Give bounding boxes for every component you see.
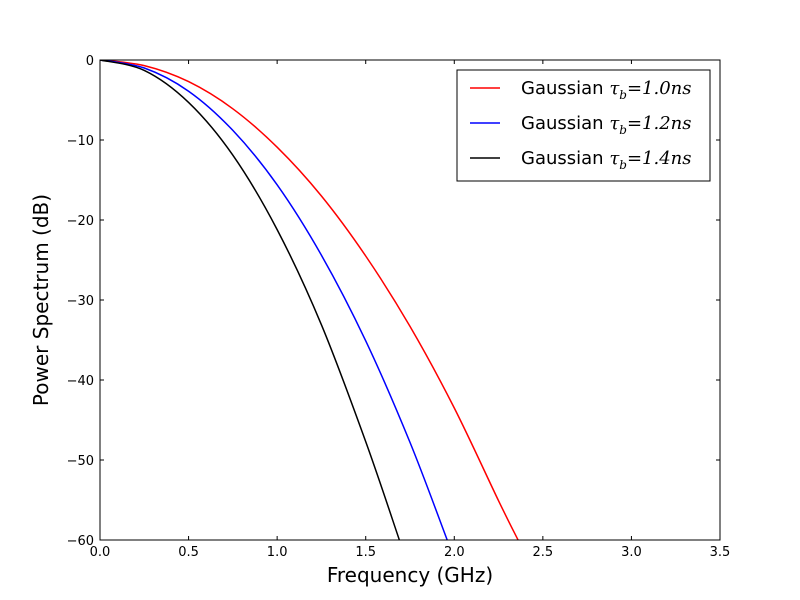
y-tick-label: 0 [86,54,94,69]
x-tick-label: 0.0 [90,545,111,560]
legend-label-2: Gaussian τb=1.2ns [521,113,692,137]
x-tick-label: 1.0 [267,545,288,560]
y-tick-label: −50 [67,454,94,469]
y-tick-label: −20 [67,214,94,229]
y-tick-label: −30 [67,294,94,309]
x-tick-label: 0.5 [178,545,199,560]
x-tick-label: 2.0 [444,545,465,560]
x-tick-label: 2.5 [533,545,554,560]
y-tick-label: −10 [67,134,94,149]
x-axis-label: Frequency (GHz) [327,563,493,587]
x-tick-label: 3.5 [710,545,731,560]
x-tick-label: 1.5 [355,545,376,560]
axis-ticks [99,59,721,541]
y-tick-label: −40 [67,374,94,389]
series-line-1 [100,60,519,540]
legend-label-3: Gaussian τb=1.4ns [521,148,692,172]
y-tick-label: −60 [67,534,94,549]
x-tick-label: 3.0 [621,545,642,560]
legend-label-1: Gaussian τb=1.0ns [521,78,692,102]
series-line-3 [100,60,401,540]
legend: Gaussian τb=1.0ns Gaussian τb=1.2ns Gaussi… [456,69,711,182]
axis-tick-labels: 0.0 0.5 1.0 1.5 2.0 2.5 3.0 3.5 0 −10 −20 −30 −40 −50… [67,54,731,560]
y-axis-label: Power Spectrum (dB) [29,194,53,406]
series-line-2 [100,60,448,540]
plot-lines [100,60,519,540]
